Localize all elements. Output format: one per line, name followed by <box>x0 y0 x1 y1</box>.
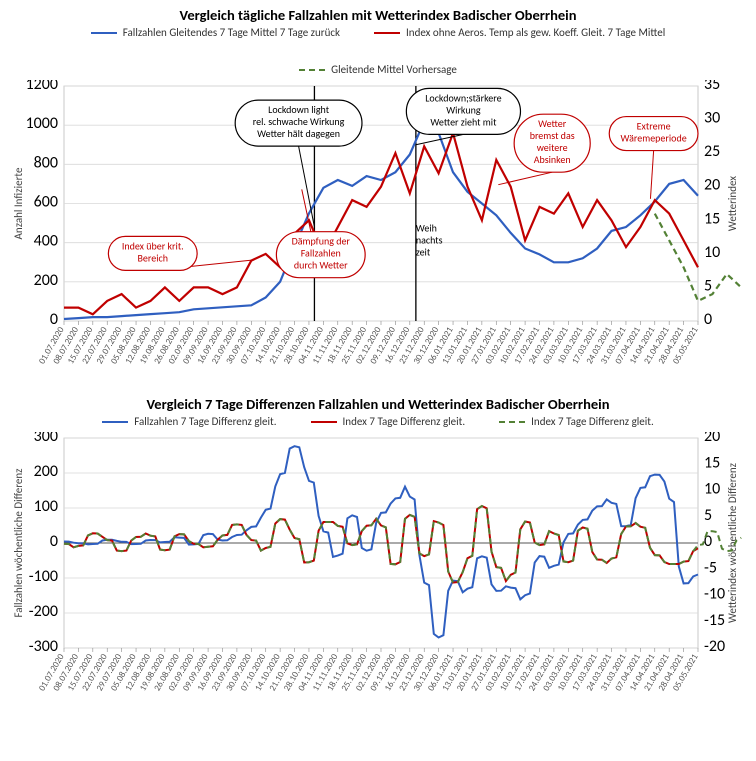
svg-text:Wetter hält dagegen: Wetter hält dagegen <box>257 127 340 140</box>
svg-text:-5: -5 <box>704 558 717 577</box>
chart2-title: Vergleich 7 Tage Differenzen Fallzahlen … <box>6 395 750 413</box>
legend-label: Gleitende Mittel Vorhersage <box>331 63 457 76</box>
svg-text:100: 100 <box>34 497 58 516</box>
svg-text:Wetterindex: Wetterindex <box>726 176 739 231</box>
svg-text:30: 30 <box>704 109 720 128</box>
svg-text:Fallzahlen wöchentliche Differ: Fallzahlen wöchentliche Differenz <box>12 468 25 618</box>
svg-text:0: 0 <box>704 310 712 329</box>
legend-item: Index 7 Tage Differenz gleit. <box>499 415 654 428</box>
svg-text:Wetter zieht mit: Wetter zieht mit <box>430 115 497 128</box>
svg-text:-15: -15 <box>704 611 725 630</box>
legend-item: Fallzahlen 7 Tage Differenz gleit. <box>102 415 276 428</box>
svg-text:800: 800 <box>34 153 58 172</box>
legend-label: Index ohne Aeros. Temp als gew. Koeff. G… <box>406 26 665 39</box>
svg-text:durch Wetter: durch Wetter <box>294 259 348 272</box>
svg-text:5: 5 <box>704 276 712 295</box>
svg-text:Wäremeperiode: Wäremeperiode <box>621 132 687 145</box>
svg-text:zeit: zeit <box>416 246 431 259</box>
svg-text:35: 35 <box>704 80 720 94</box>
svg-text:5: 5 <box>704 506 712 525</box>
svg-text:-10: -10 <box>704 585 725 604</box>
svg-text:15: 15 <box>704 453 720 472</box>
svg-text:-200: -200 <box>29 602 58 621</box>
svg-text:1200: 1200 <box>26 80 58 94</box>
legend-label: Index 7 Tage Differenz gleit. <box>531 415 654 428</box>
svg-text:10: 10 <box>704 480 720 499</box>
svg-text:200: 200 <box>34 271 58 290</box>
chart-1: Vergleich tägliche Fallzahlen mit Wetter… <box>6 6 750 387</box>
chart1-title: Vergleich tägliche Fallzahlen mit Wetter… <box>6 6 750 24</box>
svg-text:300: 300 <box>34 432 58 446</box>
chart2-plot: -300-200-1000100200300-20-15-10-50510152… <box>6 432 750 714</box>
legend-item: Index 7 Tage Differenz gleit. <box>311 415 466 428</box>
legend-item: Fallzahlen Gleitendes 7 Tage Mittel 7 Ta… <box>91 26 340 39</box>
svg-text:Wetterindex wöchentliche Diffe: Wetterindex wöchentliche Differenz <box>726 462 739 623</box>
chart1-plot: 02004006008001000120005101520253035Anzah… <box>6 80 750 387</box>
svg-text:20: 20 <box>704 432 720 446</box>
svg-text:15: 15 <box>704 209 720 228</box>
svg-text:10: 10 <box>704 243 720 262</box>
svg-text:Absinken: Absinken <box>534 153 571 166</box>
svg-text:Bereich: Bereich <box>137 251 168 264</box>
svg-text:Anzahl Infizierte: Anzahl Infizierte <box>12 167 25 239</box>
legend-label: Index 7 Tage Differenz gleit. <box>343 415 466 428</box>
svg-text:1000: 1000 <box>26 114 58 133</box>
svg-text:600: 600 <box>34 193 58 212</box>
svg-text:400: 400 <box>34 232 58 251</box>
chart-2: Vergleich 7 Tage Differenzen Fallzahlen … <box>6 395 750 714</box>
svg-text:20: 20 <box>704 176 720 195</box>
svg-text:-20: -20 <box>704 637 725 656</box>
legend-item: Gleitende Mittel Vorhersage <box>299 63 457 76</box>
svg-text:25: 25 <box>704 142 720 161</box>
legend-item: Index ohne Aeros. Temp als gew. Koeff. G… <box>374 26 665 39</box>
svg-text:-300: -300 <box>29 637 58 656</box>
chart1-legend: Fallzahlen Gleitendes 7 Tage Mittel 7 Ta… <box>6 26 750 76</box>
svg-text:0: 0 <box>50 532 58 551</box>
legend-label: Fallzahlen 7 Tage Differenz gleit. <box>134 415 276 428</box>
svg-text:-100: -100 <box>29 567 58 586</box>
svg-text:200: 200 <box>34 462 58 481</box>
legend-label: Fallzahlen Gleitendes 7 Tage Mittel 7 Ta… <box>123 26 340 39</box>
chart2-legend: Fallzahlen 7 Tage Differenz gleit. Index … <box>6 415 750 428</box>
